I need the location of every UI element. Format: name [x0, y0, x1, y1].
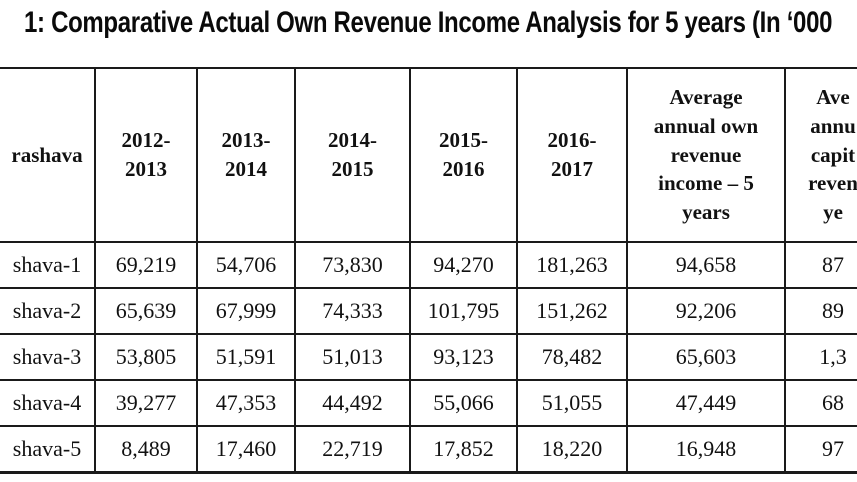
- header-average-annual-capita-revenue: Ave annu capit reven ye: [784, 67, 857, 243]
- data-cell: 74,333: [294, 287, 411, 335]
- data-cell: 181,263: [516, 241, 628, 289]
- header-2013-2014: 2013- 2014: [196, 67, 296, 243]
- header-2014-2015: 2014- 2015: [294, 67, 411, 243]
- table-caption-text: 1: Comparative Actual Own Revenue Income…: [24, 6, 833, 39]
- data-cell: 54,706: [196, 241, 296, 289]
- table-row: shava-1 69,219 54,706 73,830 94,270 181,…: [0, 241, 857, 289]
- data-cell-clipped: 68: [784, 379, 857, 427]
- data-cell: 92,206: [626, 287, 786, 335]
- table-row: shava-5 8,489 17,460 22,719 17,852 18,22…: [0, 425, 857, 474]
- data-cell: 93,123: [409, 333, 518, 381]
- header-2016-2017: 2016- 2017: [516, 67, 628, 243]
- table-caption: 1: Comparative Actual Own Revenue Income…: [0, 0, 857, 46]
- data-cell: 47,449: [626, 379, 786, 427]
- data-cell: 8,489: [94, 425, 198, 474]
- row-label: shava-1: [0, 241, 96, 289]
- table-row: shava-4 39,277 47,353 44,492 55,066 51,0…: [0, 379, 857, 427]
- row-label: shava-3: [0, 333, 96, 381]
- row-label: shava-4: [0, 379, 96, 427]
- data-cell: 151,262: [516, 287, 628, 335]
- data-cell-clipped: 87: [784, 241, 857, 289]
- data-cell: 51,055: [516, 379, 628, 427]
- data-cell: 18,220: [516, 425, 628, 474]
- table-row: shava-3 53,805 51,591 51,013 93,123 78,4…: [0, 333, 857, 381]
- header-pourashava: rashava: [0, 67, 96, 243]
- data-cell: 78,482: [516, 333, 628, 381]
- data-cell: 22,719: [294, 425, 411, 474]
- data-cell: 39,277: [94, 379, 198, 427]
- data-cell: 17,852: [409, 425, 518, 474]
- data-cell: 51,591: [196, 333, 296, 381]
- header-2015-2016: 2015- 2016: [409, 67, 518, 243]
- revenue-table: rashava 2012- 2013 2013- 2014 2014- 2015…: [0, 67, 857, 474]
- data-cell-clipped: 89: [784, 287, 857, 335]
- data-cell: 65,639: [94, 287, 198, 335]
- row-label: shava-2: [0, 287, 96, 335]
- data-cell: 94,270: [409, 241, 518, 289]
- data-cell: 53,805: [94, 333, 198, 381]
- data-cell: 65,603: [626, 333, 786, 381]
- data-cell: 51,013: [294, 333, 411, 381]
- header-average-annual-own-revenue: Average annual own revenue income – 5 ye…: [626, 67, 786, 243]
- row-label: shava-5: [0, 425, 96, 474]
- header-2012-2013: 2012- 2013: [94, 67, 198, 243]
- data-cell: 67,999: [196, 287, 296, 335]
- data-cell: 16,948: [626, 425, 786, 474]
- data-cell: 47,353: [196, 379, 296, 427]
- table-row: shava-2 65,639 67,999 74,333 101,795 151…: [0, 287, 857, 335]
- header-row: rashava 2012- 2013 2013- 2014 2014- 2015…: [0, 67, 857, 243]
- data-cell: 101,795: [409, 287, 518, 335]
- data-cell: 44,492: [294, 379, 411, 427]
- data-cell: 94,658: [626, 241, 786, 289]
- data-cell: 73,830: [294, 241, 411, 289]
- data-cell: 55,066: [409, 379, 518, 427]
- data-cell: 17,460: [196, 425, 296, 474]
- data-cell-clipped: 1,3: [784, 333, 857, 381]
- data-cell: 69,219: [94, 241, 198, 289]
- data-cell-clipped: 97: [784, 425, 857, 474]
